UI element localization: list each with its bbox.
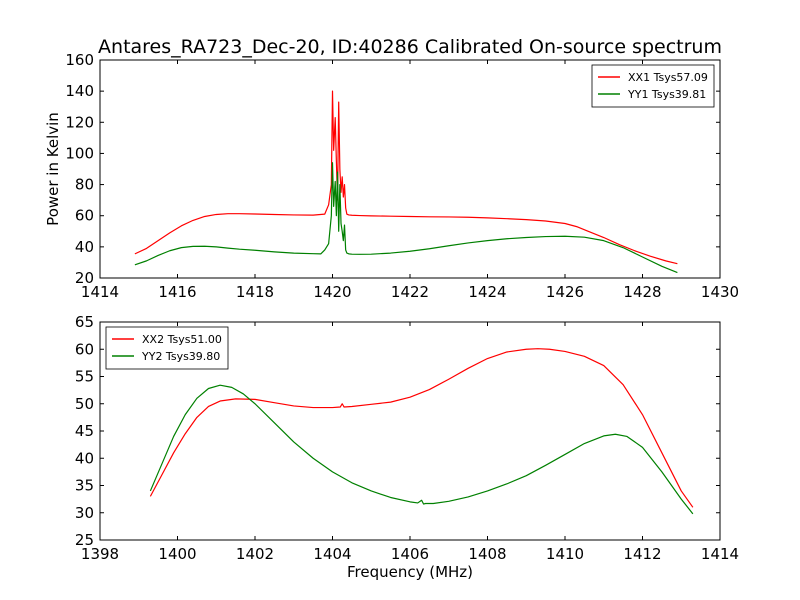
y-tick-label: 40 bbox=[75, 449, 94, 467]
y-tick-label: 60 bbox=[75, 207, 94, 225]
series-line-2-2 bbox=[149, 384, 694, 515]
x-tick-label: 1410 bbox=[546, 545, 584, 563]
y-tick-label: 20 bbox=[75, 269, 94, 287]
y-tick-label: 50 bbox=[75, 395, 94, 413]
x-tick-label: 1420 bbox=[313, 283, 351, 301]
legend-label: XX1 Tsys57.09 bbox=[628, 71, 708, 84]
x-tick-label: 1412 bbox=[623, 545, 661, 563]
series-line-1-1 bbox=[134, 90, 678, 265]
x-axis-label: Frequency (MHz) bbox=[347, 563, 473, 581]
panels: 1414 1416 1418 1420 1422 1424 1426 1428 1430 20 40… bbox=[44, 51, 739, 581]
y-tick-label: 45 bbox=[75, 422, 94, 440]
x-tick-label: 1418 bbox=[236, 283, 274, 301]
x-tick-label: 1414 bbox=[701, 545, 739, 563]
y-tick-label: 120 bbox=[65, 113, 94, 131]
x-tick-label: 1414 bbox=[81, 283, 119, 301]
y-tick-label: 35 bbox=[75, 477, 94, 495]
x-tick-label: 1406 bbox=[391, 545, 429, 563]
x-tick-label: 1402 bbox=[236, 545, 274, 563]
y-tick-label: 65 bbox=[75, 313, 94, 331]
x-tick-label: 1430 bbox=[701, 283, 739, 301]
x-tick-label: 1422 bbox=[391, 283, 429, 301]
series-line-2-1 bbox=[149, 348, 694, 508]
legend-label: YY2 Tsys39.80 bbox=[141, 350, 220, 363]
legend-box bbox=[105, 326, 229, 370]
y-tick-label: 60 bbox=[75, 340, 94, 358]
x-tick-label: 1404 bbox=[313, 545, 351, 563]
chart-title: Antares_RA723_Dec-20, ID:40286 Calibrate… bbox=[98, 36, 722, 58]
plot-panel-2: 1398 1400 1402 1404 1406 1408 1410 1412 1414 25 30… bbox=[75, 313, 739, 581]
x-tick-label: 1408 bbox=[468, 545, 506, 563]
y-tick-label: 40 bbox=[75, 238, 94, 256]
y-tick-label: 25 bbox=[75, 531, 94, 549]
plot-panel-1: 1414 1416 1418 1420 1422 1424 1426 1428 1430 20 40… bbox=[44, 51, 739, 301]
y-tick-label: 100 bbox=[65, 144, 94, 162]
x-tick-label: 1428 bbox=[623, 283, 661, 301]
legend-label: XX2 Tsys51.00 bbox=[142, 333, 222, 346]
series-line-1-2 bbox=[134, 162, 678, 274]
y-tick-label: 80 bbox=[75, 176, 94, 194]
y-tick-label: 160 bbox=[65, 51, 94, 69]
x-tick-label: 1398 bbox=[81, 545, 119, 563]
x-tick-label: 1400 bbox=[158, 545, 196, 563]
y-tick-label: 55 bbox=[75, 368, 94, 386]
legend-box bbox=[591, 64, 715, 108]
x-tick-label: 1424 bbox=[468, 283, 506, 301]
y-tick-label: 140 bbox=[65, 82, 94, 100]
y-tick-label: 30 bbox=[75, 504, 94, 522]
x-tick-label: 1416 bbox=[158, 283, 196, 301]
legend-label: YY1 Tsys39.81 bbox=[627, 88, 706, 101]
y-axis-label: Power in Kelvin bbox=[44, 112, 62, 226]
x-tick-label: 1426 bbox=[546, 283, 584, 301]
